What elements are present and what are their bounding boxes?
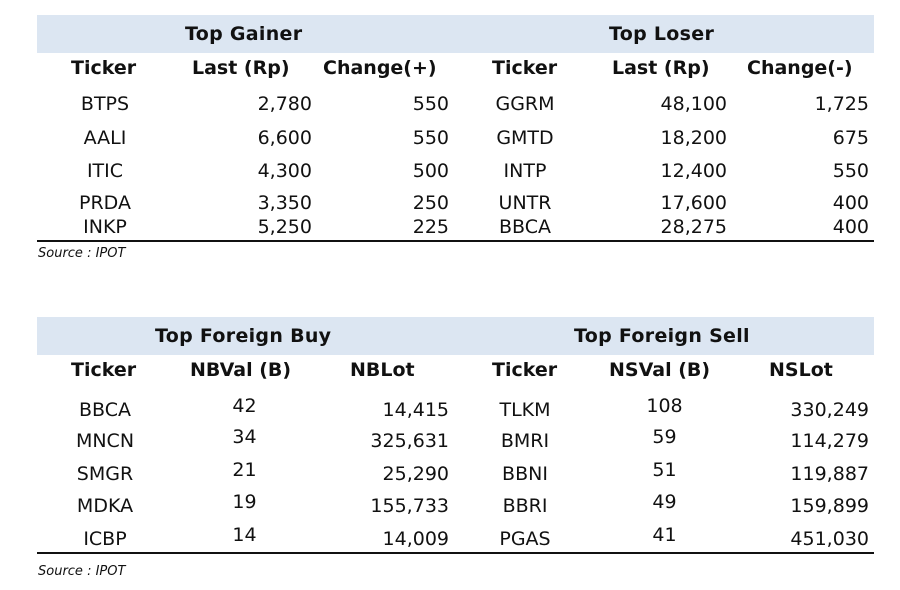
cell-nblot: 14,009 [382, 528, 449, 550]
header-last: Last (Rp) [612, 57, 710, 79]
cell-nblot: 155,733 [370, 495, 449, 517]
cell-ticker: BTPS [80, 93, 130, 115]
cell-last: 17,600 [660, 192, 727, 214]
cell-ticker: BMRI [500, 430, 550, 452]
cell-nslot: 330,249 [790, 399, 869, 421]
cell-ticker: PRDA [79, 192, 131, 214]
top-gainer-loser-table: Top Gainer Top Loser Ticker Last (Rp) Ch… [37, 15, 874, 242]
top-foreign-sell-title: Top Foreign Sell [574, 325, 750, 347]
header-change-plus: Change(+) [323, 57, 437, 79]
source-note: Source : IPOT [38, 246, 126, 261]
cell-ticker: BBCA [79, 399, 131, 421]
cell-change: 1,725 [814, 93, 869, 115]
cell-change: 550 [412, 127, 449, 149]
table-bottom-rule [37, 240, 874, 242]
header-row: Ticker Last (Rp) Change(+) Ticker Last (… [37, 53, 874, 89]
cell-last: 2,780 [257, 93, 312, 115]
cell-ticker: BBCA [499, 216, 551, 238]
cell-ticker: PGAS [499, 528, 551, 550]
cell-ticker: UNTR [498, 192, 552, 214]
header-nslot: NSLot [769, 359, 833, 381]
cell-ticker: INKP [83, 216, 127, 238]
cell-change: 675 [832, 127, 869, 149]
table-banner: Top Foreign Buy Top Foreign Sell [37, 317, 874, 355]
cell-last: 28,275 [660, 216, 727, 238]
cell-change: 225 [412, 216, 449, 238]
cell-last: 18,200 [660, 127, 727, 149]
source-note: Source : IPOT [38, 564, 126, 579]
cell-nsval: 108 [646, 395, 683, 417]
cell-last: 5,250 [257, 216, 312, 238]
cell-change: 500 [412, 160, 449, 182]
cell-ticker: AALI [83, 127, 127, 149]
cell-ticker: ICBP [83, 528, 127, 550]
cell-change: 550 [412, 93, 449, 115]
header-nblot: NBLot [350, 359, 415, 381]
cell-last: 3,350 [257, 192, 312, 214]
header-row: Ticker NBVal (B) NBLot Ticker NSVal (B) … [37, 355, 874, 391]
header-ticker: Ticker [71, 359, 137, 381]
cell-nblot: 325,631 [370, 430, 449, 452]
cell-ticker: TLKM [499, 399, 551, 421]
cell-change: 400 [832, 216, 869, 238]
cell-nslot: 119,887 [790, 463, 869, 485]
table-banner: Top Gainer Top Loser [37, 15, 874, 53]
cell-nbval: 34 [232, 426, 257, 448]
cell-nsval: 49 [652, 491, 677, 513]
header-ticker: Ticker [492, 57, 558, 79]
header-change-minus: Change(-) [747, 57, 853, 79]
top-loser-title: Top Loser [609, 23, 715, 45]
top-foreign-buy-title: Top Foreign Buy [155, 325, 332, 347]
cell-nblot: 14,415 [382, 399, 449, 421]
cell-nsval: 41 [652, 524, 677, 546]
table-bottom-rule [37, 552, 874, 554]
cell-ticker: INTP [503, 160, 547, 182]
header-ticker: Ticker [71, 57, 137, 79]
cell-nbval: 42 [232, 395, 257, 417]
cell-last: 12,400 [660, 160, 727, 182]
cell-change: 550 [832, 160, 869, 182]
cell-last: 4,300 [257, 160, 312, 182]
cell-nslot: 451,030 [790, 528, 869, 550]
cell-last: 48,100 [660, 93, 727, 115]
cell-nslot: 159,899 [790, 495, 869, 517]
cell-ticker: BBNI [502, 463, 548, 485]
cell-nblot: 25,290 [382, 463, 449, 485]
cell-ticker: MDKA [76, 495, 134, 517]
header-nbval: NBVal (B) [190, 359, 292, 381]
top-gainer-title: Top Gainer [185, 23, 303, 45]
header-nsval: NSVal (B) [609, 359, 711, 381]
cell-ticker: GGRM [495, 93, 555, 115]
cell-change: 400 [832, 192, 869, 214]
cell-nbval: 21 [232, 459, 257, 481]
cell-ticker: SMGR [76, 463, 134, 485]
cell-nslot: 114,279 [790, 430, 869, 452]
header-last: Last (Rp) [192, 57, 290, 79]
cell-nsval: 59 [652, 426, 677, 448]
cell-change: 250 [412, 192, 449, 214]
cell-ticker: MNCN [75, 430, 135, 452]
header-ticker: Ticker [492, 359, 558, 381]
top-foreign-buy-sell-table: Top Foreign Buy Top Foreign Sell Ticker … [37, 317, 874, 554]
cell-ticker: ITIC [86, 160, 124, 182]
cell-nsval: 51 [652, 459, 677, 481]
cell-last: 6,600 [257, 127, 312, 149]
cell-ticker: BBRI [502, 495, 548, 517]
cell-ticker: GMTD [496, 127, 554, 149]
cell-nbval: 19 [232, 491, 257, 513]
cell-nbval: 14 [232, 524, 257, 546]
